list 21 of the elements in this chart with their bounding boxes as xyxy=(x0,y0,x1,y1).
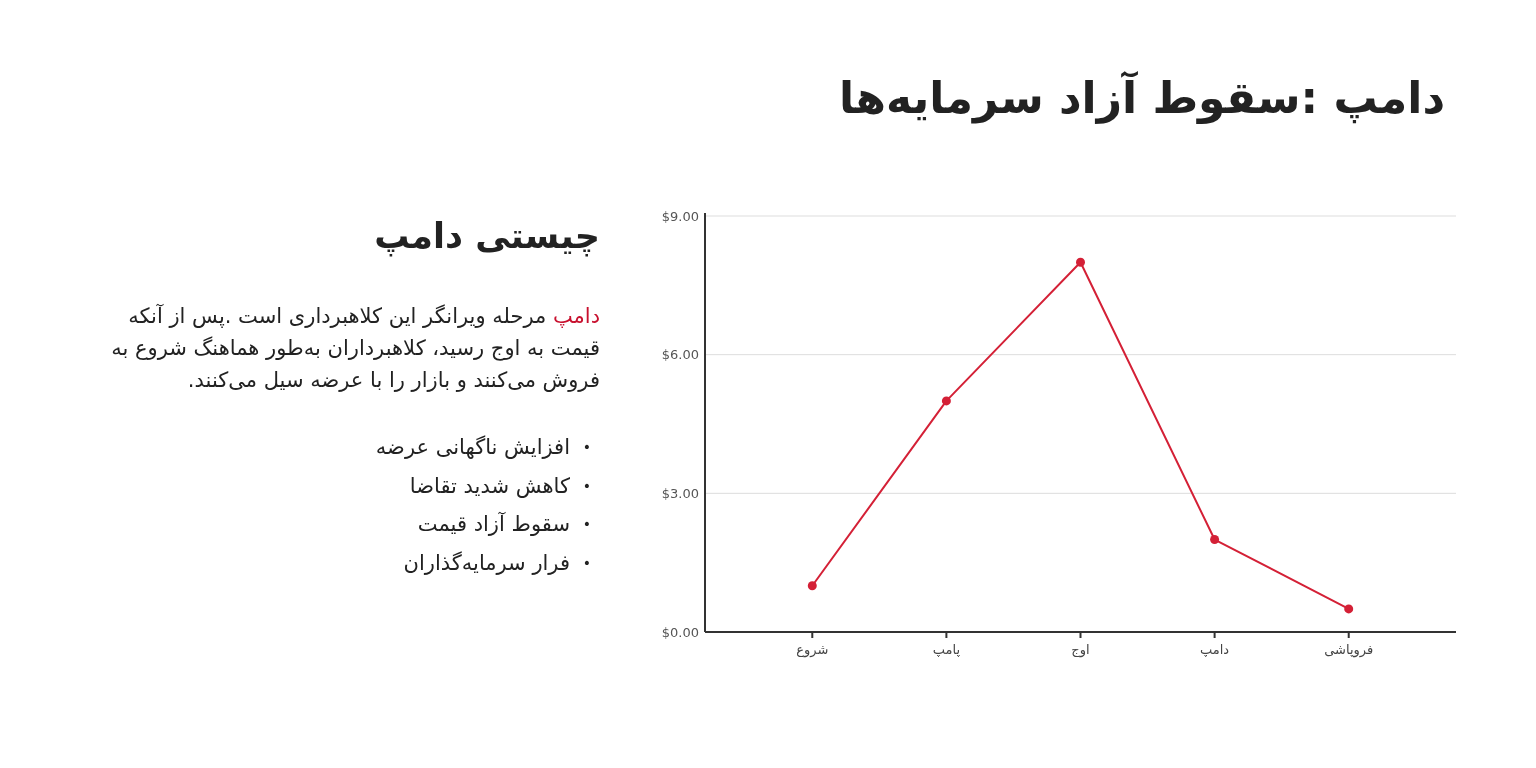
text: • افزایش ناگهانی عرضه xyxy=(375,434,593,461)
x-tick-label: فروپاشی xyxy=(1324,642,1374,658)
text: • کاهش شدید تقاضا xyxy=(409,472,593,500)
x-tick-label: دامپ xyxy=(1200,642,1230,657)
point xyxy=(1076,257,1085,267)
text: دامپ مرحله ویرانگر این کلاهبرداری است .پس از آنکه قیمت به اوج رسید، کلاهبرداران به‌طور هماهنگ شروع به فروش می‌کنند و بازار را با عرضه سیل می‌کنند. xyxy=(110,303,600,394)
y-tick-label: $3.00 xyxy=(661,485,699,501)
x-tick-label: اوج xyxy=(1071,642,1090,658)
point xyxy=(1210,535,1220,545)
point xyxy=(1344,604,1354,614)
chart-title: دامپ :سقوط آزاد سرمایه‌ها xyxy=(839,70,1445,126)
x-tick-label: شروع xyxy=(796,642,829,658)
x-tick-label: پامپ xyxy=(932,642,961,657)
y-tick-label: $9.00 xyxy=(661,208,699,224)
y-tick-label: $0.00 xyxy=(661,624,699,640)
y-tick-label: $6.00 xyxy=(661,347,699,363)
text: • فرار سرمایه‌گذاران xyxy=(403,549,593,577)
point xyxy=(941,396,951,406)
chart-subtitle: چیستی دامپ xyxy=(374,215,600,259)
point xyxy=(807,581,817,591)
text: • سقوط آزاد قیمت xyxy=(417,511,593,538)
